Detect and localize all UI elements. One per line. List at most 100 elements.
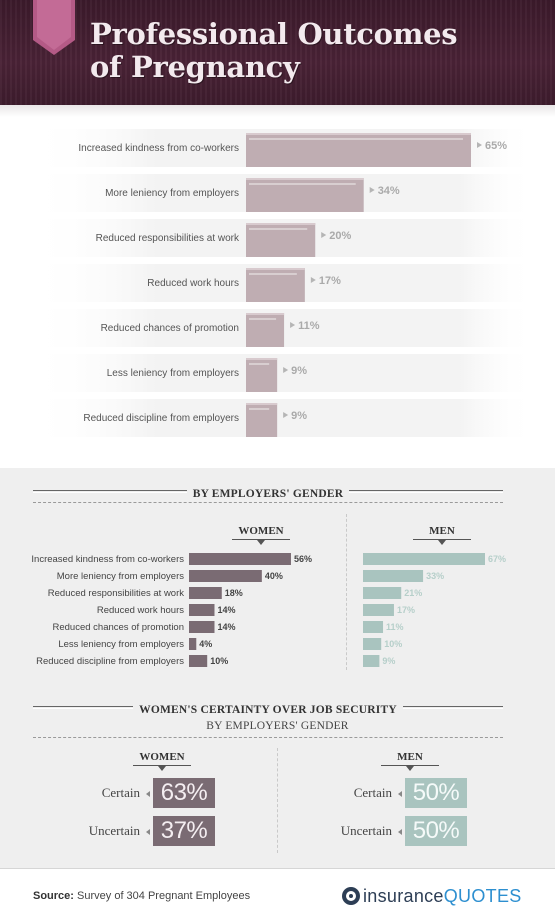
footer-rule [0, 868, 555, 869]
women-value-label: 10% [210, 656, 228, 666]
men-bar [363, 570, 424, 582]
certainty-heading: WOMEN'S CERTAINTY OVER JOB SECURITY [33, 700, 503, 718]
men-certain-label: Certain [353, 785, 392, 800]
certainty-women-rule [133, 765, 191, 766]
source-text: Survey of 304 Pregnant Employees [77, 890, 251, 902]
source-label: Source: [33, 890, 74, 902]
bar [246, 178, 364, 212]
certainty-women-pointer [158, 766, 166, 771]
men-uncertain-pointer [398, 829, 402, 835]
title-line-2: of Pregnancy [90, 50, 300, 84]
value-label: 65% [485, 140, 507, 152]
header-banner: Professional Outcomes of Pregnancy [0, 0, 555, 105]
women-bar [189, 655, 208, 667]
men-value-label: 21% [404, 588, 422, 598]
certainty-men-pointer [406, 766, 414, 771]
category-label: Reduced discipline from employers [83, 413, 239, 424]
bar [246, 223, 316, 257]
bar-highlight [246, 358, 278, 360]
logo-word-quotes: QUOTES [443, 886, 522, 906]
men-uncertain-label: Uncertain [340, 823, 392, 838]
value-label: 11% [298, 320, 320, 332]
bar-highlight [246, 133, 471, 135]
women-bar [189, 570, 262, 582]
women-bar [189, 553, 291, 565]
men-value-label: 67% [488, 554, 506, 564]
certainty-men-rule [381, 765, 439, 766]
bar [246, 358, 278, 392]
value-pointer [310, 277, 316, 283]
value-pointer [283, 412, 289, 418]
value-pointer [477, 142, 482, 148]
gender-bar-chart: Increased kindness from co-workers 56% 67%… [31, 553, 506, 667]
category-label: Reduced responsibilities at work [96, 233, 240, 244]
women-panel-pointer [257, 540, 265, 545]
value-label: 9% [291, 410, 307, 422]
men-bar [363, 638, 382, 650]
bar [246, 133, 471, 167]
category-label: Reduced responsibilities at work [48, 588, 184, 599]
women-certain-label: Certain [101, 785, 140, 800]
men-bar [363, 553, 485, 565]
category-label: Increased kindness from co-workers [31, 554, 184, 565]
category-label: Reduced work hours [97, 605, 184, 616]
value-label: 17% [319, 275, 341, 287]
women-value-label: 14% [217, 605, 235, 615]
certainty-subtitle: BY EMPLOYERS' GENDER [206, 720, 349, 732]
men-panel-title: MEN [413, 525, 471, 545]
category-label: More leniency from employers [105, 188, 239, 199]
dashed-divider [33, 502, 503, 503]
men-bar [363, 621, 384, 633]
men-panel-label: MEN [429, 525, 455, 537]
bar-highlight [246, 403, 278, 405]
men-panel-rule [413, 539, 471, 540]
certainty-women-label: WOMEN [139, 751, 185, 763]
bar-highlight [246, 223, 316, 225]
men-bar [363, 604, 394, 616]
certainty-women-title: WOMEN [133, 751, 191, 771]
women-uncertain-label: Uncertain [88, 823, 140, 838]
category-label: Reduced chances of promotion [53, 622, 185, 633]
certainty-men-title: MEN [381, 751, 439, 771]
men-bar [363, 655, 380, 667]
certainty-men-label: MEN [397, 751, 423, 763]
bar-highlight [246, 178, 364, 180]
insurancequotes-logo[interactable]: insuranceQUOTES [342, 885, 542, 909]
women-bar [189, 587, 222, 599]
certainty-divider [277, 748, 278, 853]
women-bar [189, 604, 215, 616]
value-label: 20% [329, 230, 351, 242]
gender-section: BY EMPLOYERS' GENDER WOMEN MEN Increased… [0, 468, 555, 868]
women-certain-value: 63% [153, 778, 215, 808]
value-pointer [321, 232, 327, 238]
men-certain-pointer [398, 791, 402, 797]
value-label: 9% [291, 365, 307, 377]
men-panel-pointer [438, 540, 446, 545]
page-title: Professional Outcomes of Pregnancy [90, 18, 530, 84]
gender-section-title: BY EMPLOYERS' GENDER [186, 486, 350, 502]
women-panel-label: WOMEN [238, 525, 284, 537]
women-uncertain-pointer [146, 829, 150, 835]
women-value-label: 14% [217, 622, 235, 632]
women-uncertain-value: 37% [153, 816, 215, 846]
gender-section-heading: BY EMPLOYERS' GENDER [33, 484, 503, 502]
bar [246, 268, 305, 302]
women-panel-title: WOMEN [232, 525, 290, 545]
category-label: More leniency from employers [57, 571, 184, 582]
ribbon-icon [33, 0, 75, 55]
category-label: Increased kindness from co-workers [78, 143, 239, 154]
category-label: Reduced chances of promotion [101, 323, 239, 334]
men-certain-value: 50% [405, 778, 467, 808]
men-value-label: 17% [397, 605, 415, 615]
men-uncertain-value: 50% [405, 816, 467, 846]
value-pointer [283, 367, 289, 373]
men-value-label: 9% [382, 656, 395, 666]
women-bar [189, 638, 197, 650]
certainty-title: WOMEN'S CERTAINTY OVER JOB SECURITY [133, 702, 403, 718]
bar [246, 403, 278, 437]
panel-divider [346, 514, 347, 670]
logo-mark-icon [342, 887, 360, 905]
footer: Source: Survey of 304 Pregnant Employees… [0, 868, 555, 924]
women-bar [189, 621, 215, 633]
value-pointer [290, 322, 296, 328]
